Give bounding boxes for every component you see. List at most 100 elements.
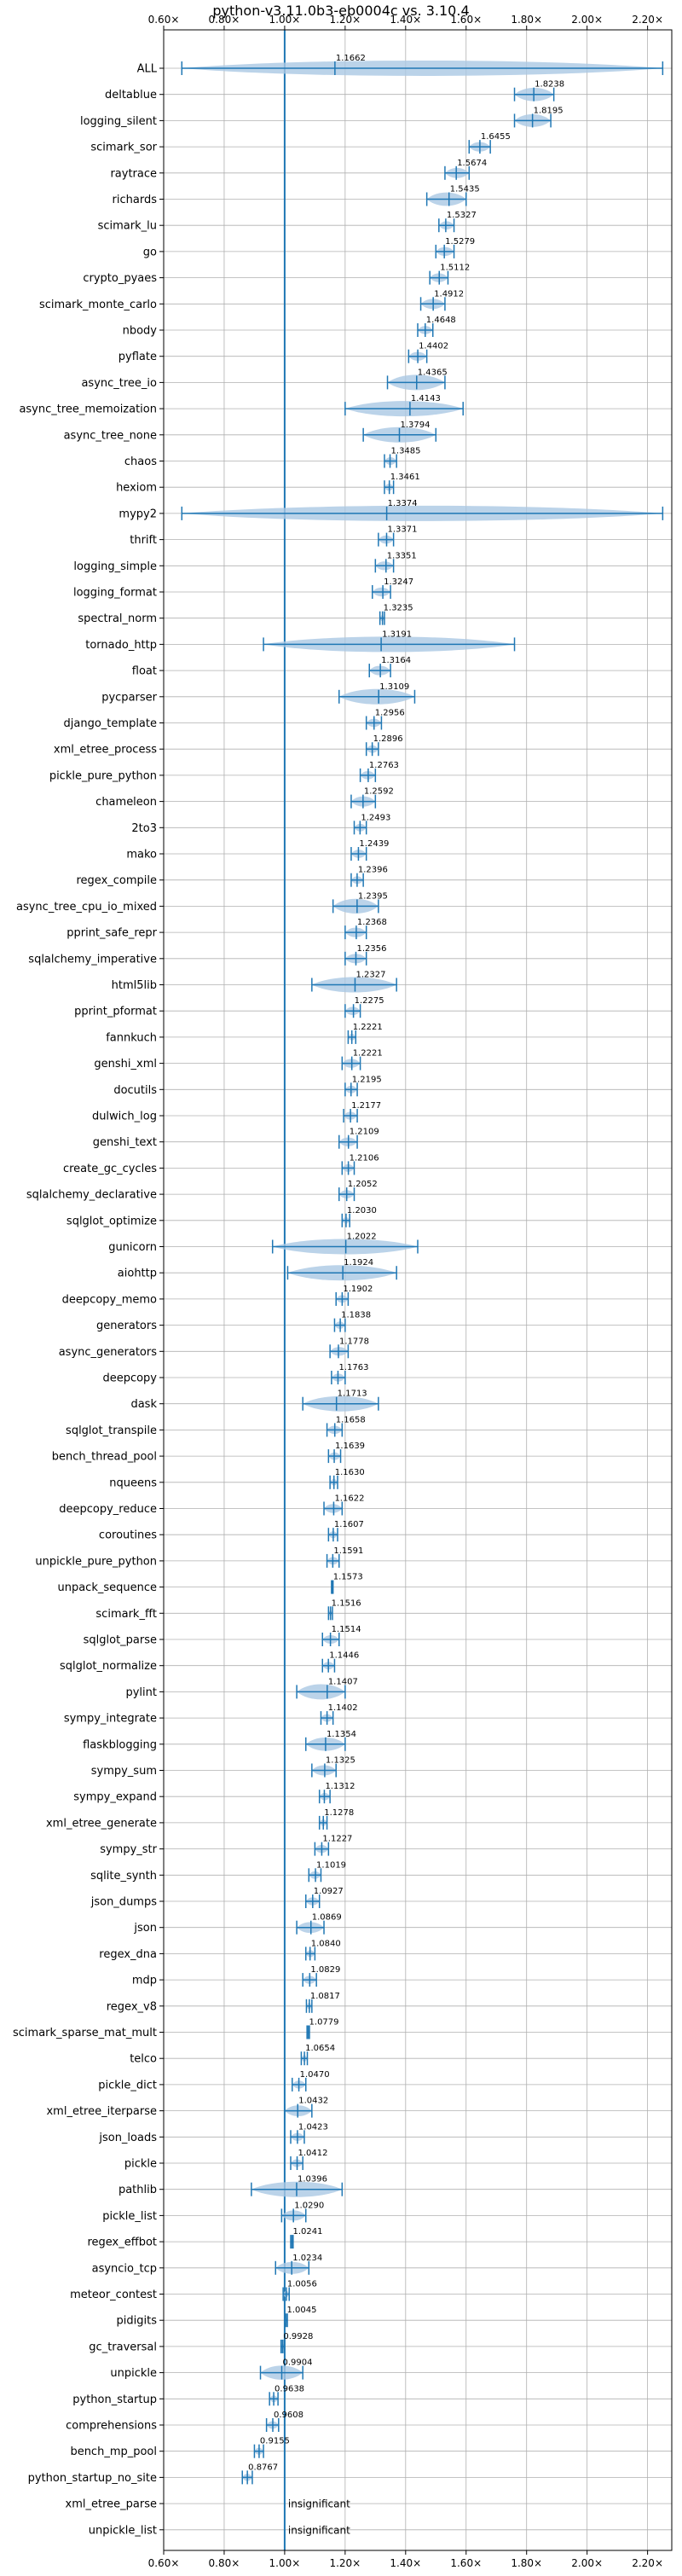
value-label: 1.0234	[292, 2254, 322, 2263]
category-label: unpickle_pure_python	[35, 1555, 157, 1568]
value-label: 1.0241	[292, 2227, 322, 2237]
value-label: 1.2221	[353, 1023, 383, 1032]
value-label: 1.1607	[334, 1520, 364, 1529]
category-label: unpickle	[110, 2367, 157, 2380]
x-tick-label-bottom: 0.80×	[209, 2557, 240, 2569]
value-label: 1.2368	[357, 918, 387, 927]
category-label: create_gc_cycles	[63, 1163, 157, 1175]
category-label: sqlalchemy_declarative	[26, 1189, 157, 1202]
value-label: 1.2896	[373, 734, 403, 744]
category-label: unpack_sequence	[57, 1581, 157, 1594]
category-label: xml_etree_iterparse	[46, 2105, 157, 2118]
category-label: gc_traversal	[89, 2341, 157, 2353]
value-label: 1.1325	[326, 1756, 355, 1766]
value-label: 1.0290	[294, 2201, 324, 2210]
value-label: 1.8238	[535, 80, 564, 90]
category-label: crypto_pyaes	[83, 272, 157, 285]
category-label: logging_format	[73, 587, 157, 600]
category-label: tornado_http	[85, 639, 157, 652]
category-label: mypy2	[118, 508, 157, 520]
category-label: pylint	[125, 1686, 157, 1699]
x-tick-label-top: 2.00×	[571, 14, 603, 26]
category-label: pyflate	[118, 351, 157, 363]
category-label: go	[143, 246, 157, 258]
category-label: pickle_list	[102, 2210, 157, 2223]
category-label: xml_etree_parse	[66, 2498, 157, 2511]
value-label: 1.1227	[322, 1835, 352, 1844]
value-label: 1.1630	[335, 1468, 365, 1477]
value-label: 1.0779	[309, 2018, 339, 2028]
category-label: raytrace	[110, 167, 157, 180]
category-label: regex_effbot	[87, 2237, 157, 2249]
value-label: 1.1354	[327, 1730, 356, 1739]
category-label: docutils	[113, 1084, 157, 1097]
value-label: 1.0817	[310, 1992, 340, 2001]
x-tick-label-top: 1.40×	[390, 14, 421, 26]
value-label: 1.0654	[305, 2044, 335, 2053]
value-label: 1.2177	[351, 1101, 381, 1111]
value-label: 1.3374	[388, 499, 418, 508]
value-label: 1.1573	[333, 1573, 363, 1582]
value-label: 1.3164	[381, 656, 411, 665]
category-label: sqlglot_optimize	[66, 1215, 157, 1227]
category-label: logging_simple	[73, 560, 157, 573]
category-label: scimark_sparse_mat_mult	[13, 2027, 157, 2039]
category-label: python_startup	[72, 2393, 157, 2406]
value-label: 1.2396	[358, 866, 388, 875]
insignificant-label: insignificant	[288, 2498, 350, 2510]
value-label: 1.3461	[390, 473, 420, 482]
value-label: 1.0927	[314, 1887, 344, 1896]
category-label: 2to3	[131, 822, 157, 835]
category-label: pathlib	[118, 2184, 157, 2196]
value-label: 1.0423	[298, 2122, 328, 2132]
category-label: pprint_safe_repr	[66, 927, 157, 940]
x-tick-label-bottom: 1.40×	[390, 2557, 421, 2569]
category-label: pidigits	[117, 2315, 158, 2328]
category-label: unpickle_list	[89, 2524, 157, 2537]
value-label: 1.2493	[361, 813, 390, 822]
category-label: pycparser	[101, 691, 157, 704]
value-label: 1.3371	[387, 525, 417, 535]
category-label: thrift	[130, 534, 157, 547]
category-label: nqueens	[109, 1477, 157, 1489]
category-label: pprint_pformat	[74, 1006, 157, 1018]
value-label: 1.2763	[369, 761, 399, 770]
value-label: 1.1446	[329, 1651, 359, 1661]
category-label: xml_etree_generate	[46, 1817, 157, 1830]
x-tick-label-bottom: 2.20×	[632, 2557, 663, 2569]
category-label: float	[132, 665, 157, 678]
value-label: 0.9928	[283, 2332, 313, 2341]
category-label: async_tree_cpu_io_mixed	[16, 901, 157, 914]
category-label: sqlglot_parse	[84, 1634, 157, 1647]
category-label: gunicorn	[108, 1241, 157, 1254]
value-label: 1.1924	[344, 1258, 373, 1268]
category-label: async_generators	[59, 1346, 158, 1359]
category-label: fannkuch	[106, 1031, 157, 1044]
category-label: deepcopy	[102, 1372, 157, 1385]
x-tick-label-bottom: 1.80×	[511, 2557, 542, 2569]
category-label: dulwich_log	[92, 1111, 157, 1123]
value-label: 1.3109	[379, 682, 409, 692]
value-label: 1.8195	[534, 106, 564, 115]
category-label: async_tree_none	[64, 429, 157, 442]
category-label: async_tree_memoization	[19, 403, 157, 416]
category-label: deepcopy_reduce	[59, 1503, 157, 1516]
category-label: logging_silent	[80, 115, 157, 128]
x-tick-label-top: 1.60×	[450, 14, 482, 26]
chart-title: python-v3.11.0b3-eb0004c vs. 3.10.4	[212, 3, 469, 19]
value-label: 1.2195	[352, 1075, 382, 1084]
category-label: sqlglot_transpile	[66, 1424, 157, 1437]
category-label: async_tree_io	[81, 377, 157, 390]
category-label: sqlite_synth	[90, 1870, 157, 1883]
value-label: 1.2221	[353, 1049, 383, 1059]
category-label: hexiom	[116, 482, 157, 495]
category-label: deepcopy_memo	[62, 1293, 157, 1306]
value-label: 1.4365	[418, 368, 448, 377]
value-label: 1.2327	[355, 971, 385, 980]
value-label: 1.1312	[325, 1782, 355, 1791]
value-label: 1.1622	[334, 1494, 364, 1504]
value-label: 1.0432	[298, 2097, 328, 2106]
x-tick-label-top: 0.80×	[209, 14, 240, 26]
value-label: 1.0829	[310, 1965, 340, 1975]
